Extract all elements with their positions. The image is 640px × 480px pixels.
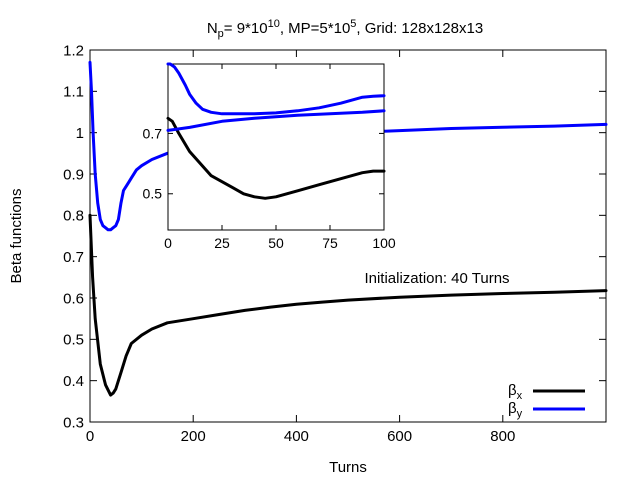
inset-series-line-2 [166, 109, 386, 132]
main-x-tick-label: 200 [181, 428, 206, 445]
main-axis-ticks: 0 200 400 600 800 0.3 0.4 0.5 0.6 0.7 0.8 0.9 1 1.1 1.… [63, 42, 606, 445]
inset-x-tick-label: 25 [214, 235, 230, 251]
main-series-line-0 [88, 213, 608, 397]
main-y-tick-label: 0.6 [63, 290, 84, 307]
main-x-tick-label: 800 [490, 428, 515, 445]
inset-x-tick-label: 100 [372, 235, 396, 251]
main-x-tick-label: 400 [284, 428, 309, 445]
chart-title: Np= 9*1010, MP=5*105, Grid: 128x128x13 [207, 18, 483, 40]
inset-plot-area [167, 63, 385, 231]
inset-series-line-1 [166, 62, 386, 116]
inset-axis-ticks: 0 25 50 75 100 0.5 0.7 [143, 64, 396, 251]
inset-x-tick-label: 75 [322, 235, 338, 251]
legend-label-beta-x: βx [508, 382, 523, 402]
main-y-tick-label: 1 [76, 125, 84, 142]
annotation-text: Initialization: 40 Turns [364, 270, 509, 287]
main-y-tick-label: 0.8 [63, 208, 84, 225]
inset-x-tick-label: 50 [268, 235, 284, 251]
main-y-tick-label: 0.5 [63, 332, 84, 349]
inset-series-line-0 [166, 116, 386, 200]
inset-y-tick-label: 0.7 [143, 125, 163, 141]
x-axis-label: Turns [329, 459, 367, 476]
legend-label-beta-y: βy [508, 400, 523, 420]
main-x-tick-label: 0 [86, 428, 94, 445]
main-y-tick-label: 0.7 [63, 249, 84, 266]
main-y-tick-label: 0.4 [63, 373, 84, 390]
inset-series [166, 62, 386, 200]
legend: βx βy [508, 382, 585, 420]
main-y-tick-label: 0.3 [63, 414, 84, 431]
main-y-tick-label: 1.2 [63, 42, 84, 59]
inset-x-tick-label: 0 [164, 235, 172, 251]
inset-y-tick-label: 0.5 [143, 186, 163, 202]
main-y-tick-label: 1.1 [63, 84, 84, 101]
y-axis-label: Beta functions [8, 188, 25, 283]
main-y-tick-label: 0.9 [63, 166, 84, 183]
main-x-tick-label: 600 [387, 428, 412, 445]
